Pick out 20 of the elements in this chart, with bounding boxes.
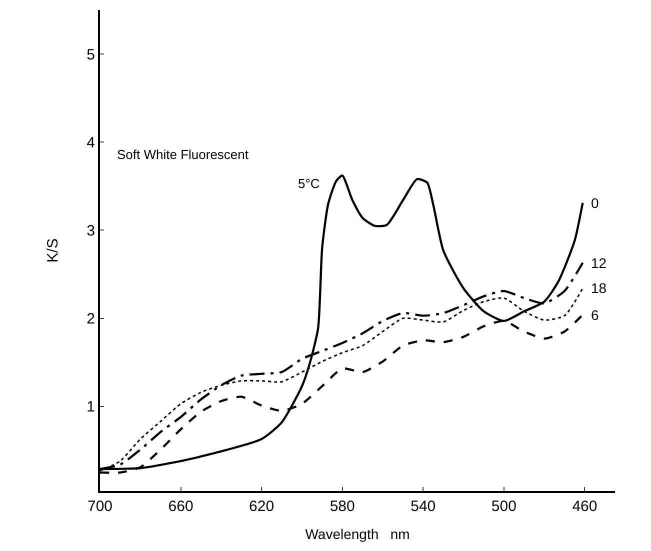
annotation: Soft White Fluorescent	[117, 147, 249, 162]
x-tick-label: 660	[168, 498, 194, 515]
y-tick-label: 1	[86, 398, 95, 416]
y-tick-label: 4	[86, 134, 95, 152]
series-label: 18	[591, 280, 607, 296]
annotation: 5°C	[298, 176, 320, 191]
x-tick-label: 540	[410, 498, 436, 515]
x-axis-title: Wavelength nm	[305, 526, 410, 542]
series-label: 0	[591, 195, 599, 211]
y-axis-title: K/S	[44, 238, 62, 263]
x-tick-label: 460	[572, 498, 598, 515]
x-tick-label: 500	[491, 498, 516, 515]
y-tick-label: 5	[86, 46, 95, 64]
x-tick-label: 620	[249, 498, 274, 515]
series-label: 12	[591, 255, 607, 271]
series-label: 6	[591, 307, 599, 323]
y-tick-label: 3	[86, 222, 95, 240]
x-tick-label: 700	[87, 498, 113, 515]
x-tick-label: 580	[330, 498, 355, 515]
y-tick-label: 2	[86, 310, 95, 328]
